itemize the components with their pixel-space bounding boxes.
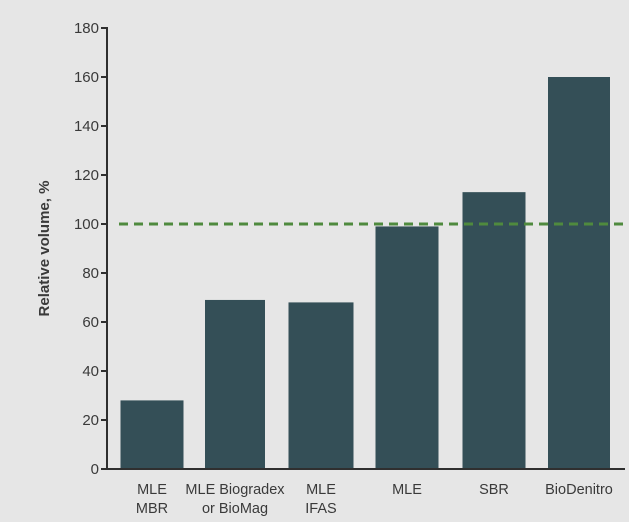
y-tick-label: 100 [74,216,99,233]
x-category-label: MLE [306,482,336,498]
y-tick-label: 180 [74,20,99,37]
x-category-label: or BioMag [202,501,268,517]
x-category-label: MLE [137,482,167,498]
x-category-label: BioDenitro [545,482,613,498]
x-category-label: MBR [136,501,168,517]
x-category-label: IFAS [305,501,336,517]
y-tick-label: 160 [74,69,99,86]
x-category-label: MLE Biogradex [185,482,285,498]
y-tick-label: 80 [82,265,99,282]
bars [120,77,610,469]
y-tick-label: 40 [82,363,99,380]
x-axis-labels: MLE MBR MLE Biogradex or BioMag MLE IFAS MLE SB… [136,482,613,517]
bar [548,77,610,469]
y-axis-ticks: 0 20 40 60 80 100 120 140 160 180 [74,20,107,478]
x-category-label: SBR [479,482,509,498]
y-tick-label: 20 [82,412,99,429]
bar [462,192,526,469]
bar [120,400,184,469]
y-axis-label: Relative volume, % [36,181,53,317]
bar [205,299,265,469]
bar [375,226,439,469]
bar [288,302,354,469]
x-category-label: MLE [392,482,422,498]
y-tick-label: 0 [91,461,99,478]
y-tick-label: 140 [74,118,99,135]
y-tick-label: 120 [74,167,99,184]
y-tick-label: 60 [82,314,99,331]
